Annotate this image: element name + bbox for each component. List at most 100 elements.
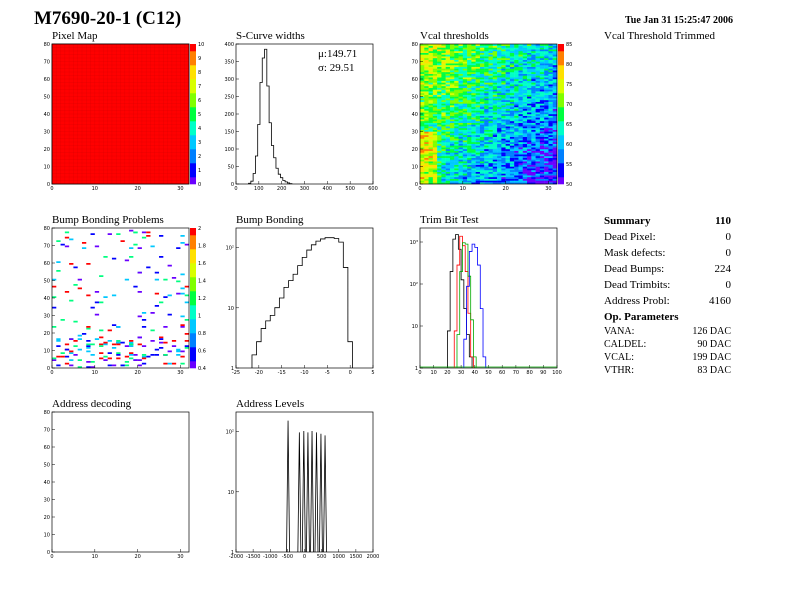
threshold-cell (479, 63, 485, 66)
threshold-cell (531, 152, 536, 155)
threshold-cell (544, 154, 549, 157)
threshold-cell (509, 129, 515, 132)
threshold-cell (479, 180, 485, 183)
threshold-cell (501, 84, 506, 87)
threshold-cell (454, 128, 459, 130)
threshold-cell (518, 49, 523, 52)
threshold-cell (501, 96, 506, 99)
threshold-cell (501, 119, 506, 122)
bump-problem-cell (111, 364, 117, 367)
threshold-cell (548, 84, 553, 87)
threshold-cell (544, 164, 549, 167)
threshold-cell (518, 70, 523, 73)
threshold-cell (449, 164, 455, 167)
threshold-cell (509, 51, 515, 53)
threshold-cell (509, 72, 515, 74)
x-tick-label: 80 (526, 370, 532, 376)
threshold-cell (428, 156, 434, 158)
threshold-cell (420, 80, 425, 83)
threshold-cell (544, 103, 549, 106)
threshold-cell (501, 163, 506, 165)
threshold-cell (497, 136, 502, 139)
color-scale-cell (190, 228, 196, 232)
threshold-cell (531, 87, 536, 90)
threshold-cell (424, 166, 429, 169)
threshold-cell (479, 164, 485, 167)
threshold-cell (420, 161, 425, 164)
threshold-cell (497, 108, 502, 111)
threshold-cell (509, 49, 515, 52)
threshold-cell (514, 91, 519, 94)
threshold-cell (531, 105, 536, 108)
threshold-cell (437, 115, 442, 118)
threshold-cell (441, 115, 446, 118)
threshold-cell (518, 73, 523, 76)
threshold-cell (552, 145, 558, 148)
threshold-cell (501, 112, 506, 115)
threshold-cell (462, 128, 468, 130)
threshold-cell (531, 44, 536, 46)
threshold-cell (531, 45, 536, 48)
color-scale-cell (558, 163, 564, 167)
threshold-cell (518, 44, 523, 46)
summary-label: Dead Bumps: (604, 263, 665, 275)
threshold-cell (531, 150, 536, 153)
threshold-cell (501, 142, 506, 144)
threshold-cell (518, 93, 523, 95)
threshold-cell (492, 86, 498, 88)
threshold-cell (548, 51, 553, 53)
threshold-cell (467, 89, 472, 92)
threshold-cell (484, 171, 489, 174)
threshold-cell (454, 157, 459, 160)
threshold-cell (445, 58, 451, 60)
bump-problem-cell (133, 354, 138, 356)
bump-problem-cell (171, 362, 177, 365)
threshold-cell (449, 96, 455, 99)
bump-problem-cell (56, 261, 61, 263)
threshold-cell (501, 87, 506, 90)
threshold-cell (535, 87, 541, 90)
threshold-cell (505, 161, 511, 164)
threshold-cell (462, 135, 468, 137)
threshold-cell (484, 166, 489, 169)
threshold-cell (437, 65, 442, 67)
bump-problem-cell (86, 366, 91, 368)
bump-problem-cell (116, 354, 121, 356)
threshold-cell (475, 128, 481, 130)
color-scale-cell (190, 336, 196, 341)
threshold-cell (458, 154, 464, 157)
threshold-cell (492, 147, 498, 150)
color-scale-cell (190, 245, 196, 250)
threshold-cell (479, 175, 485, 178)
threshold-cell (471, 138, 476, 141)
threshold-cell (471, 161, 476, 164)
threshold-cell (428, 178, 434, 181)
threshold-cell (509, 89, 515, 92)
threshold-cell (531, 178, 536, 181)
threshold-cell (471, 100, 476, 102)
threshold-cell (527, 91, 532, 94)
threshold-cell (518, 150, 523, 153)
threshold-cell (509, 68, 515, 71)
x-tick-label: 60 (499, 370, 505, 376)
threshold-cell (531, 168, 536, 171)
threshold-cell (527, 52, 532, 55)
threshold-cell (505, 47, 511, 50)
threshold-cell (454, 154, 459, 157)
plot-frame (419, 227, 558, 369)
threshold-cell (479, 170, 485, 172)
threshold-cell (445, 175, 451, 178)
x-tick-label: -10 (300, 370, 308, 376)
bump-problem-cell (137, 247, 142, 249)
threshold-cell (518, 87, 523, 90)
threshold-cell (471, 66, 476, 69)
threshold-cell (527, 124, 532, 127)
threshold-cell (432, 84, 438, 87)
threshold-cell (509, 173, 515, 176)
threshold-cell (437, 101, 442, 104)
threshold-cell (518, 45, 523, 48)
threshold-cell (467, 101, 472, 104)
threshold-cell (514, 117, 519, 120)
y-tick-label: 60 (44, 261, 50, 267)
threshold-cell (501, 80, 506, 83)
